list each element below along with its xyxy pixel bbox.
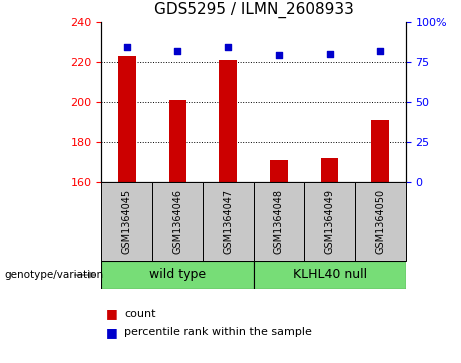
Point: [326, 51, 333, 57]
Point: [225, 44, 232, 50]
Bar: [101, 182, 152, 261]
Text: GSM1364048: GSM1364048: [274, 189, 284, 254]
Bar: [152, 182, 203, 261]
Bar: [254, 261, 406, 289]
Bar: [219, 60, 237, 182]
Bar: [101, 261, 254, 289]
Text: ■: ■: [106, 307, 118, 321]
Text: wild type: wild type: [149, 269, 206, 281]
Text: GSM1364047: GSM1364047: [223, 189, 233, 254]
Text: ■: ■: [106, 326, 118, 339]
Bar: [355, 182, 406, 261]
Bar: [203, 182, 254, 261]
Point: [123, 44, 130, 50]
Bar: [270, 160, 288, 182]
Bar: [118, 56, 136, 182]
Text: GSM1364050: GSM1364050: [375, 189, 385, 254]
Text: KLHL40 null: KLHL40 null: [293, 269, 366, 281]
Text: GSM1364045: GSM1364045: [122, 189, 132, 254]
Title: GDS5295 / ILMN_2608933: GDS5295 / ILMN_2608933: [154, 1, 354, 18]
Text: GSM1364046: GSM1364046: [172, 189, 183, 254]
Point: [174, 48, 181, 53]
Bar: [304, 182, 355, 261]
Text: percentile rank within the sample: percentile rank within the sample: [124, 327, 313, 337]
Point: [275, 52, 283, 58]
Point: [377, 48, 384, 53]
Bar: [254, 182, 304, 261]
Bar: [321, 158, 338, 182]
Text: GSM1364049: GSM1364049: [325, 189, 335, 254]
Text: count: count: [124, 309, 156, 319]
Bar: [169, 100, 186, 182]
Bar: [372, 120, 389, 182]
Text: genotype/variation: genotype/variation: [5, 270, 104, 280]
